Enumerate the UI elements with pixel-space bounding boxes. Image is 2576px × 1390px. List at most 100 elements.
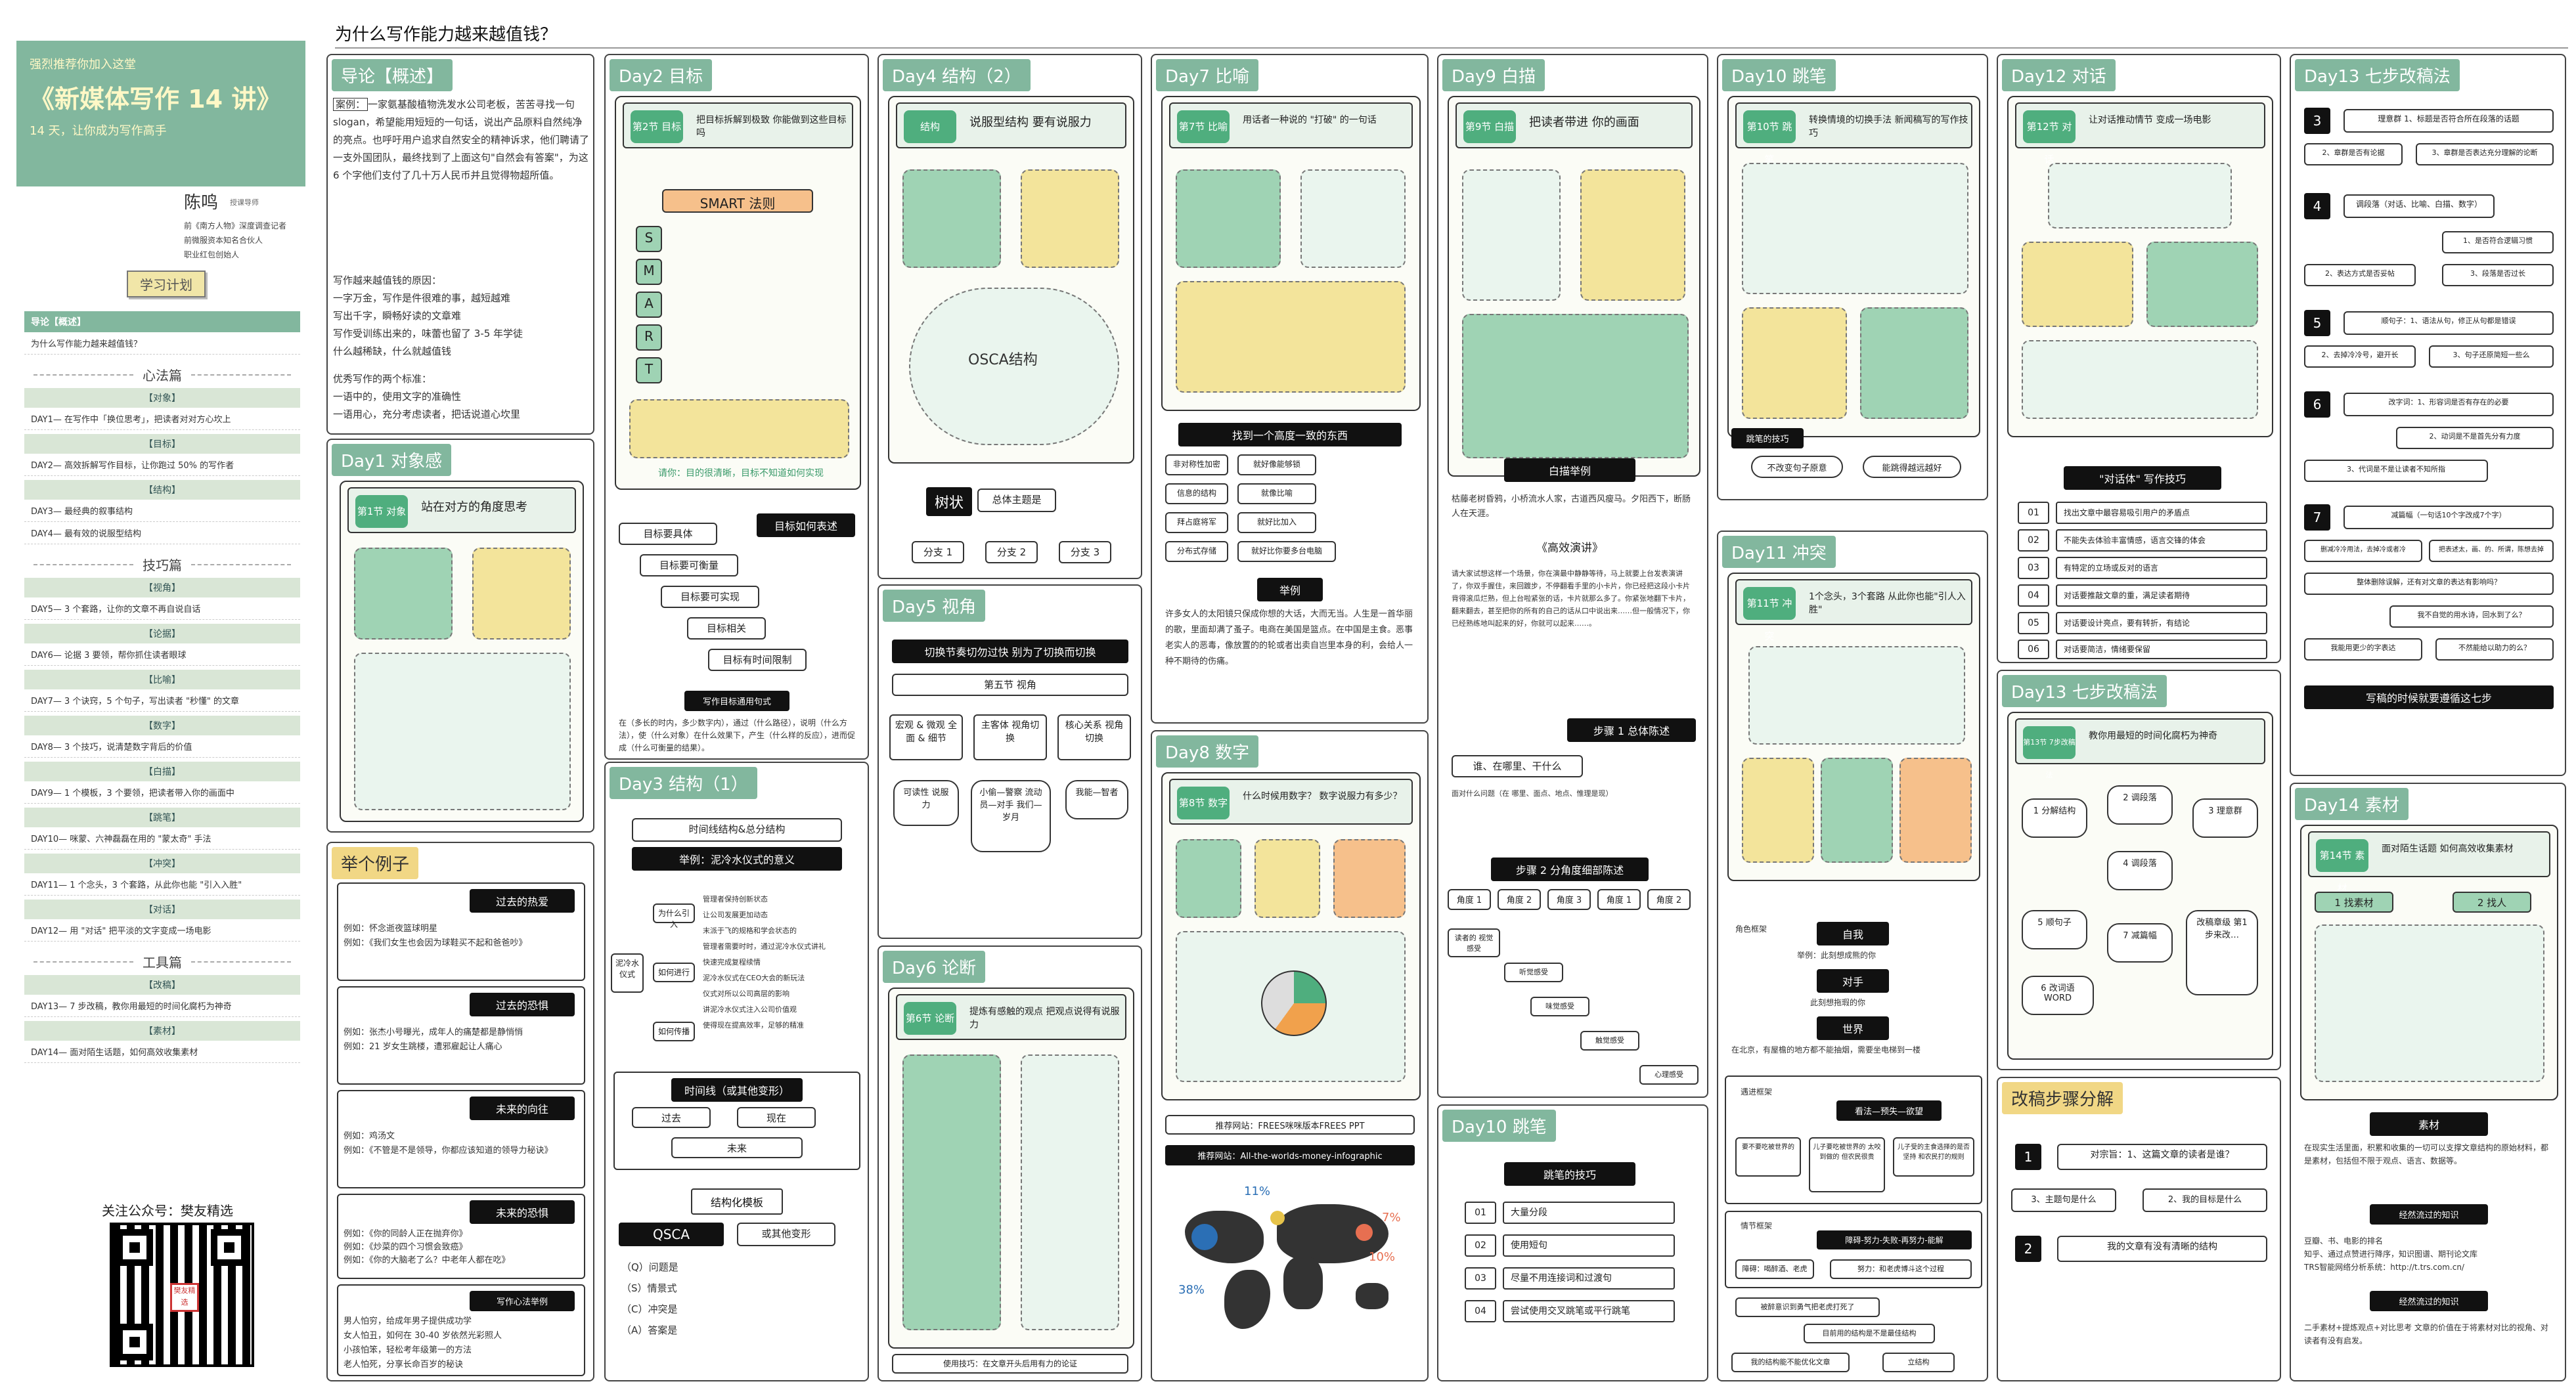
intro-item[interactable]: 为什么写作能力越来越值钱？ bbox=[24, 332, 300, 355]
dialogue-row: 06 对话要简洁，情绪要保留 bbox=[2018, 640, 2267, 659]
metaphor-analogy: 就好像能够锁 bbox=[1237, 454, 1316, 475]
revise-item: 顺句子：1、语法从句，修正从句都是错误 bbox=[2343, 311, 2554, 335]
author-role: 授课导师 bbox=[230, 198, 259, 207]
material-label: 2 找人 bbox=[2453, 892, 2531, 913]
jump-technique-heading: 跳笔的技巧 bbox=[1504, 1162, 1635, 1186]
metaphor-term: 分布式存储 bbox=[1165, 541, 1228, 562]
day13-illustration: 第13节 7步改稿法 教你用最短的时间化腐朽为神奇 1 分解结构 2 调段落 3 … bbox=[2007, 712, 2273, 1060]
view-warning: 切换节奏切勿过快 别为了切换而切换 bbox=[892, 640, 1128, 663]
smart-letter: S bbox=[636, 226, 662, 252]
step1-heading: 步骤 1 总体陈述 bbox=[1567, 718, 1696, 742]
sense-box: 触觉感受 bbox=[1580, 1031, 1639, 1051]
tree-root: 总体主题是 bbox=[977, 489, 1056, 512]
revise-step: 对宗旨：1、这篇文章的读者是谁？ bbox=[2057, 1144, 2267, 1170]
outline-item[interactable]: DAY14— 面对陌生话题，如何高效收集素材 bbox=[24, 1041, 300, 1063]
panel-title: Day12 对话 bbox=[2002, 59, 2116, 91]
example-group: 过去的恐惧 例如：张杰小号曝光，成年人的痛楚都是静悄悄 例如：21 岁女生跳楼，遭… bbox=[337, 986, 585, 1085]
step-number: 2 bbox=[2015, 1236, 2041, 1262]
sense-box: 读者的 视觉感受 bbox=[1448, 928, 1500, 957]
outline-item[interactable]: DAY6— 论据 3 要领，帮你抓住读者眼球 bbox=[24, 643, 300, 666]
technique-row: 03 尽量不用连接词和过渡句 bbox=[1465, 1267, 1675, 1290]
metaphor-analogy: 就像比喻 bbox=[1237, 483, 1316, 504]
revise-item: 3、段落是否过长 bbox=[2442, 264, 2554, 286]
sense-box: 味觉感受 bbox=[1530, 997, 1589, 1016]
lesson-badge: 结构 bbox=[904, 110, 956, 143]
qsca-items: （Q）问题是 （S）情景式 （C）冲突是 （A）答案是 bbox=[621, 1261, 678, 1336]
outline-item[interactable]: DAY10— 咪蒙、六神磊磊在用的 "蒙太奇" 手法 bbox=[24, 827, 300, 850]
metaphor-term: 非对称性加密 bbox=[1165, 454, 1228, 475]
outline-item[interactable]: DAY2— 高效拆解写作目标，让你跑过 50% 的写作者 bbox=[24, 454, 300, 476]
day9-illustration: 第9节 白描 把读者带进 你的画面 bbox=[1448, 96, 1700, 477]
outline-item[interactable]: DAY12— 用 "对话" 把平淡的文字变成一场电影 bbox=[24, 919, 300, 942]
revise-item: 2、表达方式是否妥帖 bbox=[2304, 264, 2416, 286]
revise-item: 整体删除误解，还有对文章的表达有影响吗？ bbox=[2304, 573, 2554, 595]
outline-item[interactable]: DAY4— 最有效的说服型结构 bbox=[24, 522, 300, 544]
author-name: 陈鸣 bbox=[184, 193, 219, 213]
recommended-site[interactable]: 推荐网站：All-the-worlds-money-infographic bbox=[1165, 1145, 1415, 1165]
technique-row: 04 尝试使用交叉跳笔或平行跳笔 bbox=[1465, 1300, 1675, 1322]
day13b-panel: Day13 七步改稿法 第13节 7步改稿法 教你用最短的时间化腐朽为神奇 1 分… bbox=[1997, 670, 2281, 1070]
step-number: 6 bbox=[2304, 391, 2330, 418]
world-map-infographic: 11% 7% 10% 38% bbox=[1172, 1184, 1408, 1336]
step-number: 7 bbox=[2304, 504, 2330, 531]
panel-title: 导论【概述】 bbox=[332, 59, 453, 91]
outline-item[interactable]: DAY13— 7 步改稿，教你用最短的时间化腐朽为神奇 bbox=[24, 995, 300, 1017]
intro-header[interactable]: 导论【概述】 bbox=[24, 311, 300, 332]
example-group: 过去的热爱 例如：怀念逝夜篮球明星 例如：《我们女生也会因为球鞋买不起和爸爸吵》 bbox=[337, 882, 585, 981]
smart-letter: A bbox=[636, 292, 662, 318]
outline-item[interactable]: DAY9— 1 个模板，3 个要领，把读者带入你的画面中 bbox=[24, 781, 300, 804]
outline-item[interactable]: DAY5— 3 个套路，让你的文章不再自说自话 bbox=[24, 597, 300, 620]
panel-title: Day13 七步改稿法 bbox=[2295, 59, 2460, 91]
day9-panel: Day9 白描 第9节 白描 把读者带进 你的画面 白描举例 枯藤老树昏鸦，小桥流… bbox=[1437, 54, 1708, 1098]
outline-item[interactable]: DAY7— 3 个诀窍，5 个句子，写出读者 "秒懂" 的文章 bbox=[24, 689, 300, 712]
day1-illustration: 第1节 对象 站在对方的角度思考 bbox=[340, 481, 584, 822]
day4-illustration: 结构 说服型结构 要有说服力 OSCA结构 bbox=[888, 96, 1134, 464]
technique-row: 01 大量分段 bbox=[1465, 1202, 1675, 1224]
author-card: 陈鸣 授课导师 前《南方人物》深度调查记者 前微服资本知名合伙人 职业红包创始人 bbox=[184, 189, 286, 262]
smart-footnote: 请你：目的很清晰，目标不知道如何实现 bbox=[658, 468, 824, 479]
day14-panel: Day14 素材 第14节 素材 面对陌生话题 如何高效收集素材 1 找素材 2 … bbox=[2290, 783, 2566, 1381]
panel-title: Day2 目标 bbox=[610, 59, 713, 91]
outline-item[interactable]: DAY3— 最经典的叙事结构 bbox=[24, 500, 300, 522]
framework-box: 努力：和老虎博斗这个过程 bbox=[1830, 1259, 1972, 1279]
section-label: 【视角】 bbox=[24, 578, 300, 597]
revise-panel: 改稿步骤分解 1 对宗旨：1、这篇文章的读者是谁？ 3、主题句是什么 2、我的目… bbox=[1997, 1077, 2281, 1381]
framework-heading: 障碍-努力-失败-再努力-能解 bbox=[1817, 1230, 1972, 1249]
role-rival: 对手 bbox=[1817, 969, 1889, 993]
metaphor-analogy: 就好比加入 bbox=[1237, 512, 1316, 533]
step-number: 5 bbox=[2304, 310, 2330, 336]
case-label: 案例： bbox=[333, 98, 368, 111]
lesson-badge: 第1节 对象 bbox=[355, 495, 408, 528]
group-heading: 心法篇 bbox=[24, 365, 300, 384]
step1-question: 谁、在哪里、干什么 bbox=[1452, 755, 1583, 777]
example-group: 未来的向往 例如：鸡汤文 例如：《不管是不是领导，你都应该知道的领导力秘诀》 bbox=[337, 1090, 585, 1188]
outline-item[interactable]: DAY1— 在写作中「换位思考」，把读者对对方心坎上 bbox=[24, 408, 300, 430]
revise-step: 我的文章有没有清晰的结构 bbox=[2057, 1236, 2267, 1262]
recommended-site[interactable]: 推荐网站：FREES咪咪版本FREES PPT bbox=[1165, 1115, 1415, 1135]
material-heading: 素材 bbox=[2370, 1112, 2488, 1136]
lesson-badge: 第12节 对话 bbox=[2023, 110, 2076, 165]
lesson-caption: 说服型结构 要有说服力 bbox=[969, 116, 1092, 129]
day7-illustration: 第7节 比喻 用话者一种说的 "打破" 的一句话 bbox=[1161, 96, 1421, 411]
day8-illustration: 第8节 数字 什么时候用数字？ 数字说服力有多少？ bbox=[1161, 772, 1421, 1100]
angle-box: 角度 3 bbox=[1547, 889, 1591, 910]
section-label: 【改稿】 bbox=[24, 975, 300, 995]
course-banner: 强烈推荐你加入这堂 《新媒体写作 14 讲》 14 天，让你成为写作高手 bbox=[16, 41, 305, 186]
goal-rule-text: 在（多长的时内，多少数字内），通过（什么路径），说明（什么方法），使（什么对象）… bbox=[619, 718, 856, 752]
panel-title: Day11 冲突 bbox=[1722, 536, 1836, 568]
framework-box: 儿子要吃被世界的 太咬到做的 但农民很贵 bbox=[1809, 1137, 1885, 1192]
tree-leaf: 分支 3 bbox=[1059, 541, 1111, 563]
view-note: 我能—智者 bbox=[1065, 780, 1128, 819]
outline-item[interactable]: DAY11— 1 个念头，3 个套路，从此你也能 "引入入胜" bbox=[24, 873, 300, 896]
framework-box: 障碍：喝醉酒、老虎 bbox=[1735, 1259, 1814, 1279]
day4-panel: Day4 结构（2） 结构 说服型结构 要有说服力 OSCA结构 树状 总体主题是… bbox=[877, 54, 1142, 579]
structure-heading: 时间线结构&总分结构 bbox=[632, 818, 842, 842]
revise-node: 4 调段落 bbox=[2107, 851, 2173, 890]
timeline-now: 现在 bbox=[737, 1107, 816, 1128]
panel-title: Day3 结构（1） bbox=[610, 767, 757, 799]
goal-statement-heading: 目标如何表述 bbox=[757, 513, 855, 537]
outline-item[interactable]: DAY8— 3 个技巧，说清楚数字背后的价值 bbox=[24, 735, 300, 758]
lesson-badge: 第14节 素材 bbox=[2316, 839, 2368, 894]
study-plan-button[interactable]: 学习计划 bbox=[127, 271, 206, 297]
section-label: 【论据】 bbox=[24, 624, 300, 643]
